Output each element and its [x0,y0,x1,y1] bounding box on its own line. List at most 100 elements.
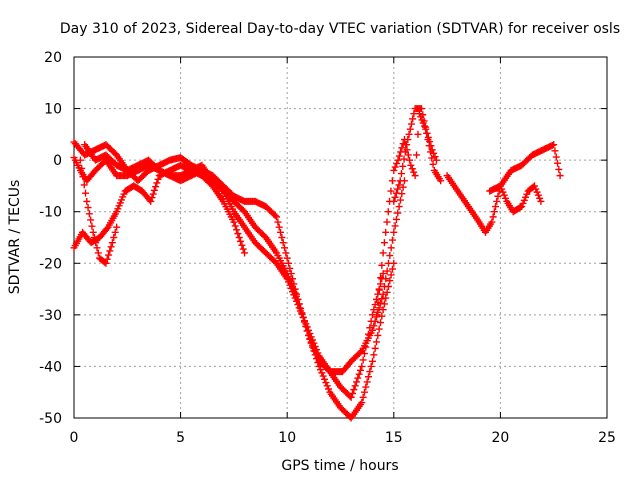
data-point-fill [80,181,88,189]
data-point-fill [522,193,530,201]
data-point-fill [307,339,315,347]
data-point [368,357,376,365]
data-point-fill [532,185,540,193]
data-point-fill [387,187,395,195]
data-point-fill [375,286,383,294]
data-point-fill [88,222,96,230]
data-point [432,156,440,164]
data-point [230,218,238,226]
data-point-fill [372,338,380,346]
data-point-fill [405,130,413,138]
data-point [83,197,91,205]
data-point-fill [400,155,408,163]
data-point-fill [370,306,378,314]
data-point-fill [498,185,506,193]
data-point [518,203,526,211]
data-point-fill [359,356,367,364]
data-point-fill [351,382,359,390]
data-point-fill [425,142,433,150]
data-point-fill [394,185,402,193]
data-point-fill [370,322,378,330]
data-point-fill [363,337,371,345]
data-point-fill [401,148,409,156]
data-point-fill [301,318,309,326]
series-track-f [373,110,440,319]
data-point-fill [287,279,295,287]
data-point-fill [374,331,382,339]
data-point-fill [306,335,314,343]
data-point-fill [290,286,298,294]
data-point-fill [355,370,363,378]
data-point-fill [93,244,101,252]
data-point-fill [235,234,243,241]
data-point-fill [410,168,418,176]
data-point-fill [153,179,161,187]
data-point-fill [399,162,407,170]
data-point-fill [502,194,510,202]
data-point-fill [384,282,392,290]
data-point-fill [552,153,560,161]
chart-title: Day 310 of 2023, Sidereal Day-to-day VTE… [60,21,620,37]
data-point-fill [499,188,507,196]
data-point [241,249,249,257]
data-point-fill [286,276,294,284]
data-point [373,311,381,319]
data-point-fill [372,295,380,303]
data-point-fill [374,298,382,306]
data-point-fill [399,183,407,191]
data-point-fill [367,362,375,370]
data-point-fill [325,385,333,393]
data-point-fill [282,249,290,257]
data-point-fill [233,226,241,234]
data-point-fill [105,251,113,259]
data-point-fill [356,366,364,374]
data-point [556,172,564,180]
data-point-fill [281,244,289,252]
data-point-fill [489,213,497,221]
data-point [283,270,291,278]
data-point-fill [148,194,156,202]
data-point-fill [106,247,114,255]
data-point-fill [382,228,390,236]
data-point-fill [323,382,331,390]
data-point [394,156,402,164]
data-point-fill [237,237,245,245]
y-axis-label: SDTVAR / TECUs [7,180,23,295]
data-point [437,177,445,185]
data-point-fill [383,218,391,226]
data-point-fill [375,304,383,312]
data-point-fill [406,156,414,164]
data-point-fill [428,154,436,162]
y-tick-label: -40 [39,359,62,375]
data-point [424,136,432,144]
data-point-fill [310,347,318,355]
x-tick-label: 10 [278,430,296,446]
data-point-fill [409,115,417,123]
data-point-fill [366,324,374,332]
data-point [537,197,545,205]
data-point [113,223,121,231]
data-point-fill [404,136,412,144]
data-point-fill [393,160,401,168]
data-point-fill [285,273,293,281]
data-point [358,399,366,407]
data-point-fill [394,209,402,217]
data-point-fill [313,355,321,363]
data-point-fill [92,239,100,247]
data-point-fill [322,379,330,387]
data-point-fill [371,344,379,352]
y-tick-label: -30 [39,308,62,324]
data-point-fill [383,267,391,275]
data-point-fill [84,204,92,212]
data-point-fill [423,129,431,137]
data-point [108,239,116,247]
data-point-fill [234,230,242,238]
data-point [294,295,302,303]
data-point-fill [150,186,158,194]
data-point-fill [493,197,501,205]
y-tick-label: 20 [44,50,62,66]
data-point-fill [374,290,382,298]
data-point [379,249,387,257]
data-point-fill [314,359,322,367]
data-point-fill [277,228,285,236]
